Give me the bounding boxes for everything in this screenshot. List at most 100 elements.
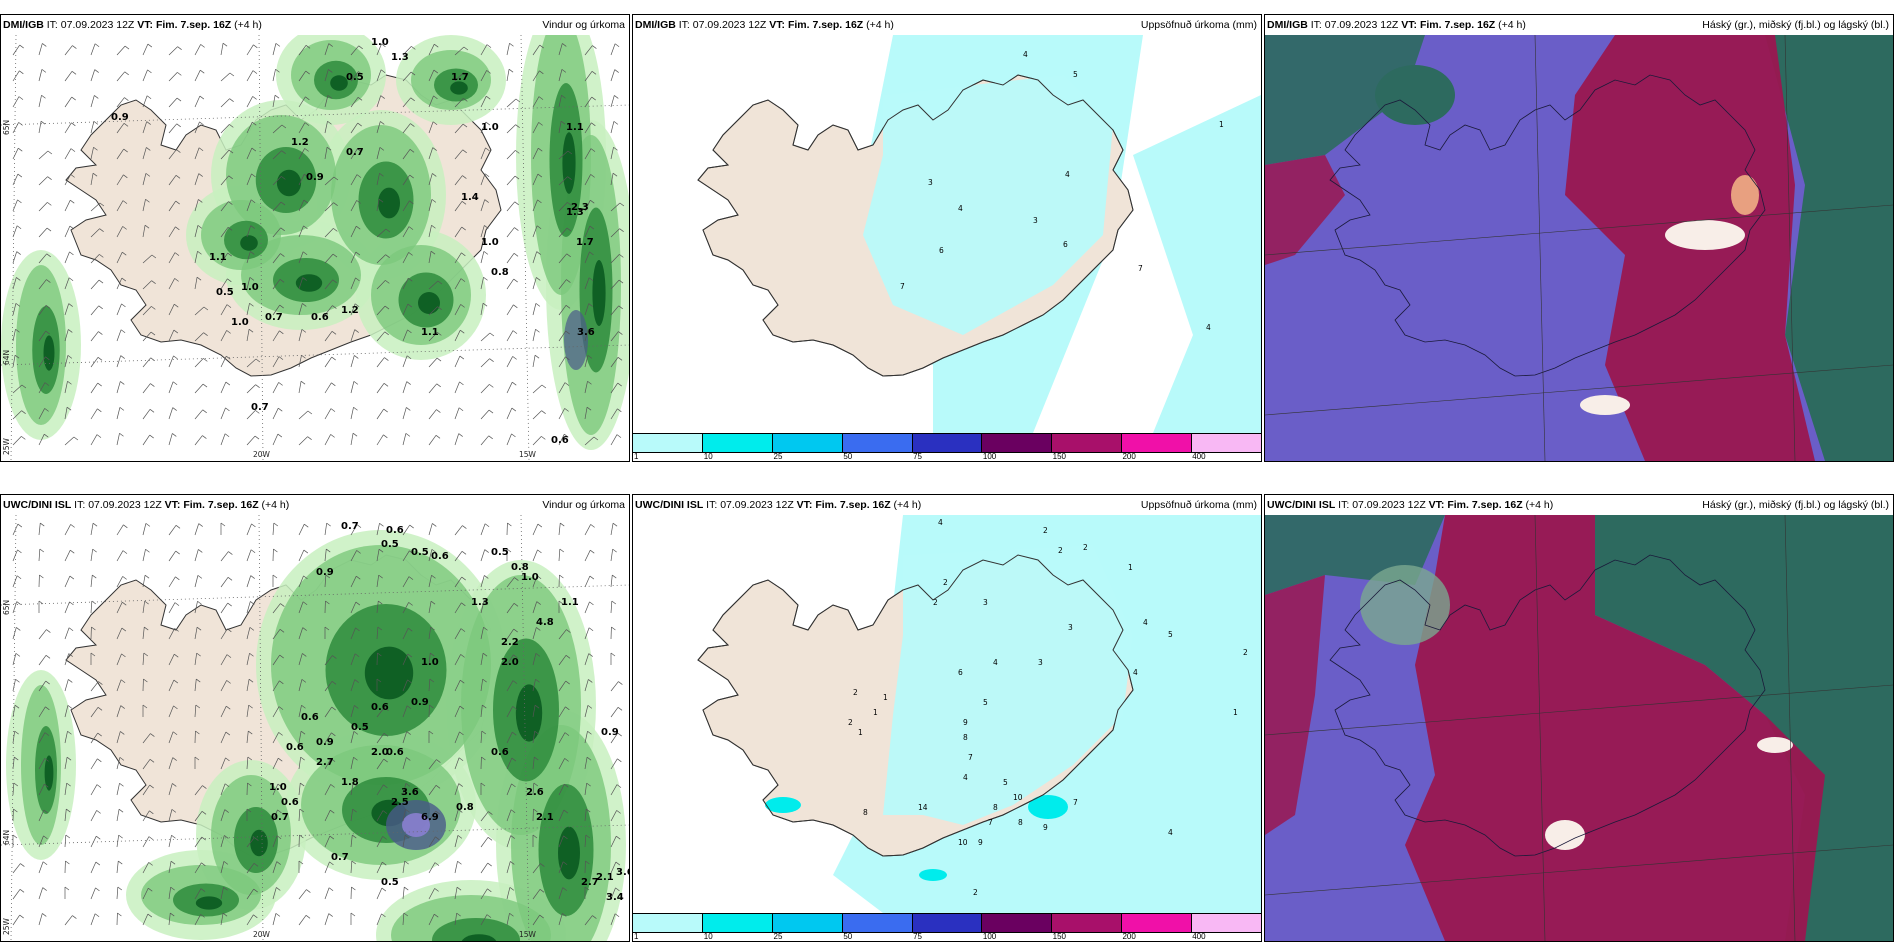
accum-value: 2 (1243, 648, 1248, 657)
panel-dmi-wind: DMI/IGB IT: 07.09.2023 12Z VT: Fim. 7.se… (0, 14, 630, 462)
lead-time: (+4 h) (1525, 499, 1554, 511)
accum-value: 4 (1143, 618, 1148, 627)
cloud-cover-map[interactable] (1265, 35, 1893, 461)
precip-value: 0.7 (271, 812, 289, 823)
precip-value: 0.6 (551, 435, 569, 446)
precip-value: 0.6 (386, 525, 404, 536)
wind-precip-map[interactable]: 65N 64N 25W 20W 15W 0.7 0.6 0.5 0.5 0.5 0.6 0.8 0.9 1… (1, 515, 629, 941)
it-label: IT: (706, 499, 718, 511)
precip-value: 0.5 (381, 539, 399, 550)
wind-precip-map[interactable]: 65N 64N 25W 20W 15W 1.0 1.3 0.5 1.7 0.9 1.0 1.1 1.2 0… (1, 35, 629, 461)
legend-tick: 25 (773, 452, 783, 461)
vt-label: VT: (796, 499, 813, 511)
accum-value: 5 (1003, 778, 1008, 787)
it-value: 07.09.2023 12Z (88, 499, 162, 511)
panel-title: Vindur og úrkoma (542, 19, 625, 31)
panel-title: Háský (gr.), miðský (fj.bl.) og lágský (… (1702, 499, 1889, 511)
precip-value: 0.5 (491, 547, 509, 558)
lead-time: (+4 h) (893, 499, 922, 511)
vt-label: VT: (1401, 19, 1418, 31)
lead-time: (+4 h) (234, 19, 262, 31)
precip-value: 1.7 (451, 72, 469, 83)
cloud-canvas (1265, 515, 1893, 941)
legend-tick: 25 (773, 932, 783, 941)
model-name: UWC/DINI ISL (635, 499, 704, 511)
accum-precip-map[interactable]: 4 2 2 2 1 2 2 3 3 4 5 4 4 3 2 1 1 2 1 6 5 9 8 7 4 5 7 10 8 9 8 9 10 14 7 8 4… (633, 515, 1261, 913)
lat-label: 64N (2, 350, 11, 365)
precip-value: 1.1 (561, 597, 579, 608)
lon-label: 25W (2, 437, 11, 455)
precip-value: 0.7 (341, 521, 359, 532)
vt-value: Fim. 7.sep. 16Z (1447, 499, 1523, 511)
accum-value: 2 (1083, 543, 1088, 552)
precip-value: 0.9 (316, 737, 334, 748)
legend-tick: 75 (913, 452, 923, 461)
legend-tick: 100 (982, 932, 997, 941)
accum-precip-map[interactable]: 4 5 1 3 4 4 3 6 6 7 7 4 (633, 35, 1261, 433)
precip-value: 0.6 (311, 312, 329, 323)
legend-tick: 200 (1122, 452, 1136, 461)
model-name: DMI/IGB (635, 19, 676, 31)
lat-label: 65N (2, 600, 11, 615)
legend-bar (633, 433, 1262, 453)
precip-value: 2.2 (501, 637, 519, 648)
accum-value: 6 (939, 246, 944, 255)
accum-value: 1 (873, 708, 878, 717)
precip-value: 3.6 (401, 787, 419, 798)
legend-tick: 400 (1192, 932, 1206, 941)
precip-value: 3.6 (577, 327, 595, 338)
accum-value: 4 (963, 773, 968, 782)
it-value: 07.09.2023 12Z (1352, 499, 1426, 511)
precip-value: 1.1 (209, 252, 227, 263)
accum-value: 4 (938, 518, 943, 527)
panel-header: DMI/IGB IT: 07.09.2023 12Z VT: Fim. 7.se… (1265, 15, 1893, 35)
accum-value: 7 (900, 282, 905, 291)
accum-value: 2 (853, 688, 858, 697)
precip-value: 0.7 (265, 312, 283, 323)
accum-value: 2 (943, 578, 948, 587)
legend-tick: 10 (703, 452, 713, 461)
model-name: UWC/DINI ISL (1267, 499, 1336, 511)
accum-value: 4 (1133, 668, 1138, 677)
accum-value: 1 (858, 728, 863, 737)
accum-value: 4 (958, 204, 963, 213)
precip-value: 0.5 (381, 877, 399, 888)
color-legend: 1 10 25 50 75 100 150 200 400 (633, 433, 1262, 461)
precip-value: 0.5 (216, 287, 234, 298)
precip-value: 0.9 (316, 567, 334, 578)
precip-value: 1.4 (461, 192, 479, 203)
accum-value: 2 (1043, 526, 1048, 535)
accum-value: 3 (1068, 623, 1073, 632)
panel-dmi-cloud: DMI/IGB IT: 07.09.2023 12Z VT: Fim. 7.se… (1264, 14, 1894, 462)
model-name: DMI/IGB (3, 19, 44, 31)
vt-value: Fim. 7.sep. 16Z (815, 499, 891, 511)
vt-label: VT: (164, 499, 181, 511)
vt-label: VT: (1428, 499, 1445, 511)
panel-header: UWC/DINI ISL IT: 07.09.2023 12Z VT: Fim.… (1265, 495, 1893, 515)
precip-value: 1.3 (566, 207, 584, 218)
legend-swatch (1052, 914, 1123, 932)
precip-value: 0.6 (386, 747, 404, 758)
accum-value: 2 (933, 598, 938, 607)
accum-value: 9 (1043, 823, 1048, 832)
accum-value: 4 (993, 658, 998, 667)
precip-value: 3.4 (606, 892, 624, 903)
vt-value: Fim. 7.sep. 16Z (1419, 19, 1496, 31)
cloud-cover-map[interactable] (1265, 515, 1893, 941)
panel-title: Vindur og úrkoma (542, 499, 625, 511)
accum-value: 1 (1128, 563, 1133, 572)
legend-tick: 150 (1052, 932, 1067, 941)
precip-value: 0.7 (331, 852, 349, 863)
legend-swatch (1122, 434, 1193, 452)
legend-swatch (842, 914, 913, 932)
legend-tick: 200 (1122, 932, 1136, 941)
it-value: 07.09.2023 12Z (1324, 19, 1399, 31)
legend-tick: 150 (1052, 452, 1067, 461)
precip-value: 1.8 (341, 777, 359, 788)
precip-value: 1.0 (231, 317, 249, 328)
legend-tick: 400 (1192, 452, 1206, 461)
precip-value: 0.7 (346, 147, 364, 158)
accum-value: 9 (963, 718, 968, 727)
